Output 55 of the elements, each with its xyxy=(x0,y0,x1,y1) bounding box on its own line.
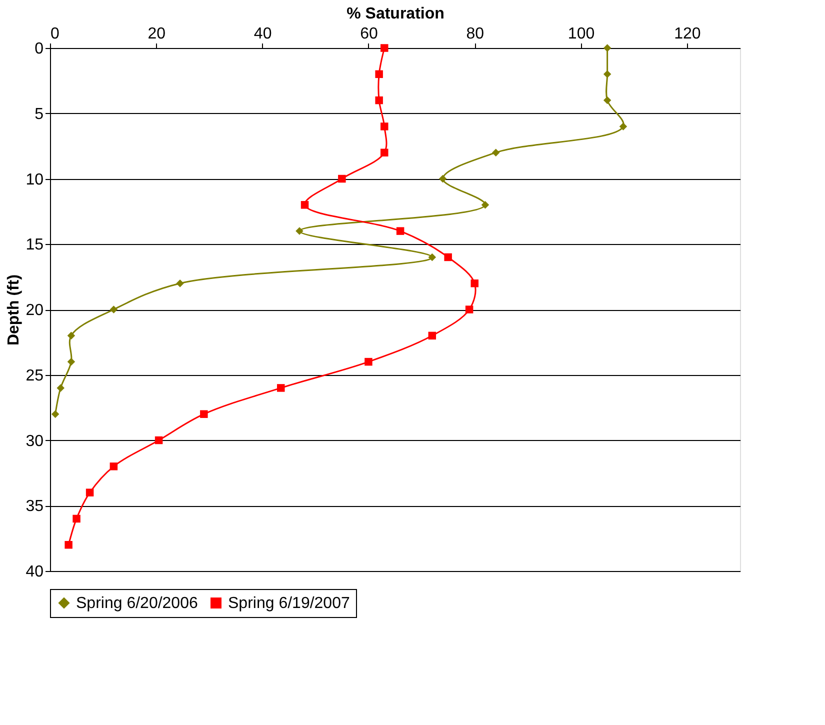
point xyxy=(67,332,76,340)
y-tick-label: 35 xyxy=(26,498,44,516)
y-tick-label: 10 xyxy=(26,171,44,188)
point xyxy=(380,122,388,130)
x-tick-label: 40 xyxy=(254,26,272,42)
point xyxy=(364,358,372,366)
point xyxy=(603,96,612,104)
point xyxy=(338,174,346,183)
y-tick-label: 5 xyxy=(34,106,44,123)
point xyxy=(110,462,118,470)
point xyxy=(444,253,452,262)
y-tick-label: 25 xyxy=(26,367,44,384)
x-tick-label: 0 xyxy=(50,26,60,42)
x-tick-label: 120 xyxy=(674,26,701,42)
point xyxy=(300,201,309,209)
point xyxy=(296,227,304,235)
y-tick-label: 30 xyxy=(26,432,44,450)
point xyxy=(67,358,76,366)
point xyxy=(380,44,388,52)
point xyxy=(380,148,388,156)
point xyxy=(438,174,447,183)
point xyxy=(396,227,404,235)
y-tick-label: 40 xyxy=(26,564,44,580)
y-tick-label: 15 xyxy=(26,236,44,254)
point xyxy=(277,384,285,392)
y-tick-label: 20 xyxy=(26,302,44,319)
point xyxy=(154,436,163,444)
x-tick-label: 60 xyxy=(360,26,378,42)
point xyxy=(470,279,478,288)
point xyxy=(619,122,628,130)
legend-label: Spring 6/19/2007 xyxy=(228,595,350,612)
x-tick-label: 20 xyxy=(148,26,166,42)
point xyxy=(72,514,80,523)
point xyxy=(375,96,383,104)
point xyxy=(481,201,490,209)
point xyxy=(603,44,612,52)
point xyxy=(375,70,383,78)
point xyxy=(603,70,612,78)
point xyxy=(110,306,118,314)
point xyxy=(200,410,208,418)
point xyxy=(56,384,64,392)
legend-label: Spring 6/20/2006 xyxy=(76,595,198,612)
y-tick-label: 0 xyxy=(34,40,44,58)
point xyxy=(176,279,184,288)
x-axis-title: % Saturation xyxy=(346,6,444,22)
point xyxy=(428,332,436,340)
point xyxy=(428,253,436,262)
point xyxy=(492,148,500,156)
x-tick-label: 80 xyxy=(466,26,484,42)
point xyxy=(64,540,72,549)
point xyxy=(86,488,94,496)
point xyxy=(465,306,474,314)
x-tick-label: 100 xyxy=(568,26,595,42)
y-axis-title: Depth (ft) xyxy=(6,274,23,346)
point xyxy=(51,410,60,418)
